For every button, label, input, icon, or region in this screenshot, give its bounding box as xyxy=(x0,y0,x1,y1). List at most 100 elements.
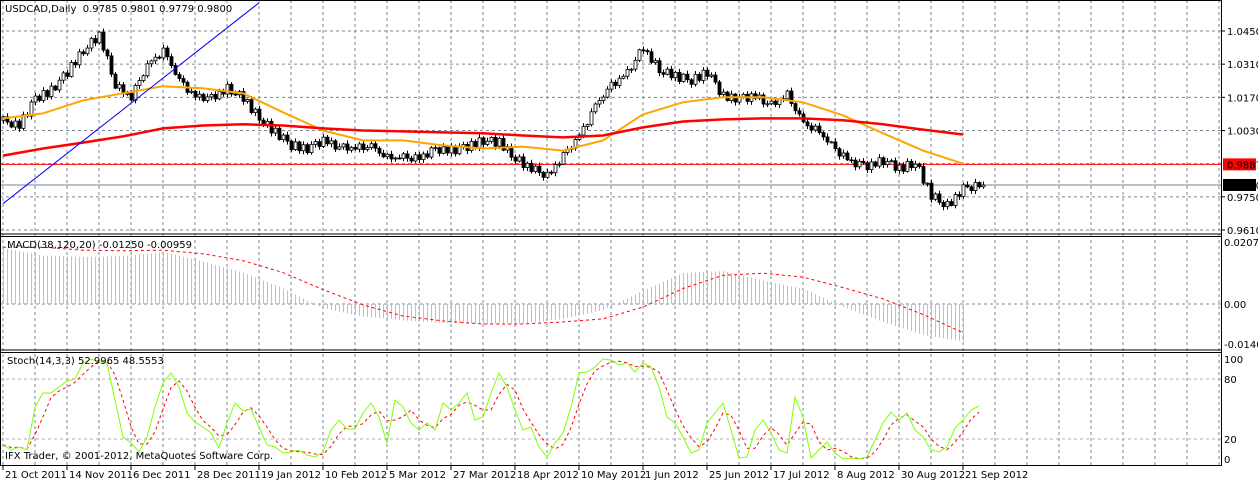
date-label: 10 May 2012 xyxy=(581,470,646,481)
bear-candle xyxy=(901,164,906,172)
bull-candle xyxy=(589,111,594,126)
bull-candle xyxy=(769,100,774,105)
bear-candle xyxy=(645,50,650,53)
bull-candle xyxy=(61,72,66,81)
date-label: 21 Sep 2012 xyxy=(965,470,1028,481)
bull-candle xyxy=(701,69,706,81)
bull-candle xyxy=(393,157,398,160)
bull-candle xyxy=(973,182,978,191)
bear-candle xyxy=(353,146,358,150)
bull-candle xyxy=(953,194,958,206)
bear-candle xyxy=(177,74,182,79)
bear-candle xyxy=(957,194,962,197)
bull-candle xyxy=(633,59,638,70)
trendline xyxy=(2,2,260,205)
bull-candle xyxy=(153,56,158,62)
bull-candle xyxy=(309,143,314,154)
date-label: 19 Jan 2012 xyxy=(261,470,321,481)
bull-candle xyxy=(601,96,606,101)
bear-candle xyxy=(317,141,322,147)
bull-candle xyxy=(709,74,714,77)
bull-candle xyxy=(933,193,938,200)
bull-candle xyxy=(605,88,610,98)
bear-candle xyxy=(325,136,330,145)
current-price-label-bg xyxy=(1223,178,1256,191)
macd-tick-label: -0.01409 xyxy=(1224,340,1258,351)
bull-candle xyxy=(421,153,426,160)
bull-candle xyxy=(905,160,910,172)
bear-candle xyxy=(649,51,654,63)
date-label: 6 Dec 2011 xyxy=(133,470,191,481)
bull-candle xyxy=(665,68,670,75)
bull-candle xyxy=(581,126,586,136)
stoch-panel xyxy=(2,358,980,460)
bull-candle xyxy=(829,141,834,144)
bull-candle xyxy=(813,125,818,131)
bull-candle xyxy=(13,120,18,128)
bear-candle xyxy=(697,73,702,81)
macd-panel xyxy=(3,246,964,342)
bear-candle xyxy=(713,74,718,83)
bear-candle xyxy=(669,68,674,79)
bull-candle xyxy=(85,47,90,55)
bull-candle xyxy=(617,77,622,86)
bull-candle xyxy=(477,137,482,149)
bull-candle xyxy=(913,163,918,168)
bear-candle xyxy=(845,152,850,161)
bull-candle xyxy=(629,68,634,71)
ohlc-readout: 0.9785 0.9801 0.9779 0.9800 xyxy=(82,4,233,15)
price-tick-label: 1.0450 xyxy=(1227,27,1258,38)
bull-candle xyxy=(293,141,298,150)
bear-candle xyxy=(641,49,646,52)
bear-candle xyxy=(297,141,302,152)
chart-title: USDCAD,Daily 0.9785 0.9801 0.9779 0.9800 xyxy=(5,4,232,16)
bear-candle xyxy=(109,55,114,75)
bull-candle xyxy=(89,38,94,49)
bear-candle xyxy=(917,163,922,167)
bull-candle xyxy=(681,73,686,82)
bear-candle xyxy=(53,85,58,91)
bear-candle xyxy=(73,62,78,66)
bear-candle xyxy=(45,90,50,97)
bull-candle xyxy=(141,75,146,81)
bear-candle xyxy=(513,156,518,162)
bear-candle xyxy=(661,72,666,75)
bear-candle xyxy=(501,137,506,151)
bear-candle xyxy=(677,71,682,82)
bear-candle xyxy=(529,162,534,172)
bull-candle xyxy=(197,93,202,98)
bull-candle xyxy=(337,146,342,150)
macd-tick-label: 0.02074 xyxy=(1224,238,1258,249)
bull-candle xyxy=(365,147,370,150)
date-label: 5 Mar 2012 xyxy=(389,470,446,481)
bear-candle xyxy=(81,51,86,55)
bull-candle xyxy=(69,62,74,77)
date-label: 10 Feb 2012 xyxy=(325,470,387,481)
price-panel xyxy=(1,2,1221,211)
bull-candle xyxy=(597,100,602,105)
bull-candle xyxy=(137,80,142,86)
bear-candle xyxy=(809,125,814,131)
bear-candle xyxy=(113,73,118,89)
bull-candle xyxy=(497,137,502,147)
bear-candle xyxy=(93,38,98,44)
bear-candle xyxy=(929,182,934,200)
bull-candle xyxy=(329,140,334,145)
stoch-title: Stoch(14,3,3) 52.9965 48.5553 xyxy=(7,356,164,367)
bull-candle xyxy=(161,47,166,59)
bid-price-label-bg xyxy=(1223,158,1256,171)
bear-candle xyxy=(361,143,366,150)
bear-candle xyxy=(937,193,942,203)
bear-candle xyxy=(5,116,10,123)
bull-candle xyxy=(413,154,418,162)
bear-candle xyxy=(233,93,238,96)
bear-candle xyxy=(389,153,394,160)
bull-candle xyxy=(897,164,902,171)
bear-candle xyxy=(797,110,802,115)
bull-candle xyxy=(149,60,154,65)
date-label: 30 Aug 2012 xyxy=(901,470,965,481)
bear-candle xyxy=(445,146,450,154)
bull-candle xyxy=(57,79,62,91)
bull-candle xyxy=(21,114,26,129)
